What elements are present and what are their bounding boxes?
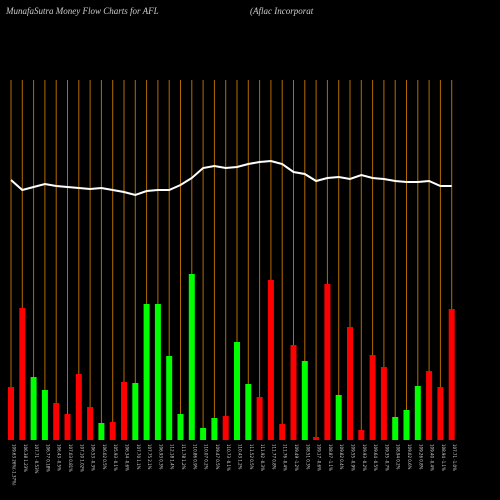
bar xyxy=(53,403,60,440)
x-tick-label: 109.17 -0.6% xyxy=(317,444,322,471)
bar xyxy=(403,410,410,440)
bar xyxy=(87,407,94,440)
x-tick-label: 106.38 1.23% xyxy=(23,444,28,472)
x-tick-label: 110.43 1.2% xyxy=(238,444,243,470)
bar xyxy=(188,274,195,440)
bar xyxy=(290,345,297,440)
x-tick-label: 108.87 -1.1% xyxy=(328,444,333,471)
x-tick-label: 109.63 26%(-1.37%) xyxy=(12,444,17,486)
x-tick-label: 112.18 1.4% xyxy=(170,444,175,470)
x-tick-label: 110.86 0.9% xyxy=(192,444,197,470)
x-tick-label: 111.76 -0.4% xyxy=(283,444,288,471)
x-tick-label: 108.51 0.3% xyxy=(305,444,310,470)
x-tick-label: 109.82 0.4% xyxy=(339,444,344,470)
chart-subtitle: (Aflac Incorporat xyxy=(250,6,314,16)
x-tick-label: 111.52 0.5% xyxy=(249,444,254,470)
x-tick-label: 107.10 1.02% xyxy=(79,444,84,472)
x-tick-label: 107.03 0.81% xyxy=(68,444,73,472)
x-tick-label: 109.26 0.8% xyxy=(418,444,423,470)
chart-title: MunafaSutra Money Flow Charts for AFL xyxy=(5,6,159,16)
bar xyxy=(426,371,433,440)
bar xyxy=(121,382,127,440)
bar xyxy=(369,355,376,440)
x-tick-label: 106.77 0.18% xyxy=(45,444,50,472)
x-tick-label: 108.94 0.2% xyxy=(396,444,401,470)
bar xyxy=(200,428,207,440)
bar xyxy=(267,280,274,440)
bar xyxy=(8,387,14,440)
bar xyxy=(256,397,263,440)
bar xyxy=(448,309,455,440)
bar xyxy=(392,417,399,440)
bar xyxy=(245,384,252,440)
bar xyxy=(335,395,342,440)
bar xyxy=(19,308,26,440)
bar xyxy=(234,342,240,440)
x-tick-label: 111.78 1.2% xyxy=(181,444,186,470)
bar xyxy=(41,390,48,440)
x-tick-label: 106.53 -0.3% xyxy=(91,444,96,471)
x-tick-label: 109.49 -1.2% xyxy=(294,444,299,471)
x-tick-label: 109.35 -0.7% xyxy=(384,444,389,471)
x-tick-label: 109.64 -0.5% xyxy=(373,444,378,471)
bar xyxy=(313,437,320,440)
x-tick-label: 110.07 0.2% xyxy=(204,444,209,470)
x-tick-label: 107.70 1.1% xyxy=(136,444,141,470)
bar xyxy=(437,387,444,440)
bar xyxy=(279,424,286,440)
x-tick-label: 105.93 -0.1% xyxy=(113,444,118,471)
x-tick-label: 109.40 -0.4% xyxy=(430,444,435,471)
bar xyxy=(98,423,105,440)
x-tick-label: 111.77 0.8% xyxy=(271,444,276,470)
bar xyxy=(75,374,82,440)
x-tick-label: 111.92 -0.3% xyxy=(260,444,265,471)
bar xyxy=(211,418,218,440)
x-tick-label: 108.94 -1.1% xyxy=(441,444,446,471)
bar xyxy=(132,383,139,440)
x-tick-label: 107.71 -0.53% xyxy=(34,444,39,474)
bar xyxy=(324,284,331,440)
x-tick-label: 107.71 -1.0% xyxy=(452,444,457,471)
money-flow-line xyxy=(10,159,452,197)
bar xyxy=(109,422,116,440)
x-tick-label: 106.02 0.5% xyxy=(102,444,107,470)
x-tick-label: 109.02 0.6% xyxy=(407,444,412,470)
bar xyxy=(30,377,37,440)
bar xyxy=(414,386,421,440)
bar xyxy=(358,430,365,440)
bar xyxy=(347,327,353,440)
x-tick-label: 109.47 0.5% xyxy=(215,444,220,470)
bar xyxy=(143,304,150,440)
x-tick-label: 110.73 -0.1% xyxy=(226,444,231,471)
bar xyxy=(154,304,161,440)
x-tick-label: 109.55 -0.9% xyxy=(351,444,356,471)
x-tick-label: 106.93 0.3% xyxy=(158,444,163,470)
bar xyxy=(177,414,184,440)
x-tick-label: 109.93 -0.2% xyxy=(362,444,367,471)
x-tick-label: 106.34 -0.6% xyxy=(125,444,130,471)
x-tick-label: 107.75 2.1% xyxy=(147,444,152,470)
bar xyxy=(301,361,308,440)
bar xyxy=(64,414,71,440)
bar xyxy=(166,356,173,440)
x-tick-label: 106.43 -0.5% xyxy=(57,444,62,471)
bar xyxy=(222,416,229,440)
bar xyxy=(380,367,387,440)
